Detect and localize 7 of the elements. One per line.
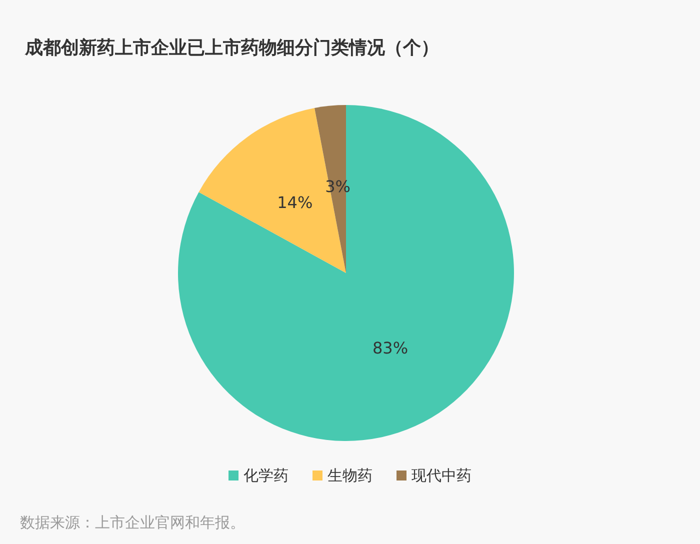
data-label: 83% xyxy=(372,338,408,358)
data-label: 14% xyxy=(277,193,313,212)
chart-title: 成都创新药上市企业已上市药物细分门类情况（个） xyxy=(24,38,439,58)
legend-label: 现代中药 xyxy=(412,466,472,484)
legend-label: 生物药 xyxy=(328,466,372,484)
source-note: 数据来源：上市企业官网和年报。 xyxy=(20,514,245,532)
legend-label: 化学药 xyxy=(244,466,288,484)
